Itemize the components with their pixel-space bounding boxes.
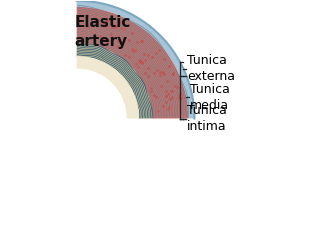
Polygon shape <box>77 1 194 118</box>
Polygon shape <box>77 56 139 118</box>
Text: Tunica
media: Tunica media <box>190 83 230 112</box>
Text: Tunica
intima: Tunica intima <box>187 104 227 133</box>
Polygon shape <box>77 43 152 118</box>
Polygon shape <box>77 7 188 118</box>
Text: Tunica
externa: Tunica externa <box>187 55 235 83</box>
Text: Elastic
artery: Elastic artery <box>74 15 131 49</box>
